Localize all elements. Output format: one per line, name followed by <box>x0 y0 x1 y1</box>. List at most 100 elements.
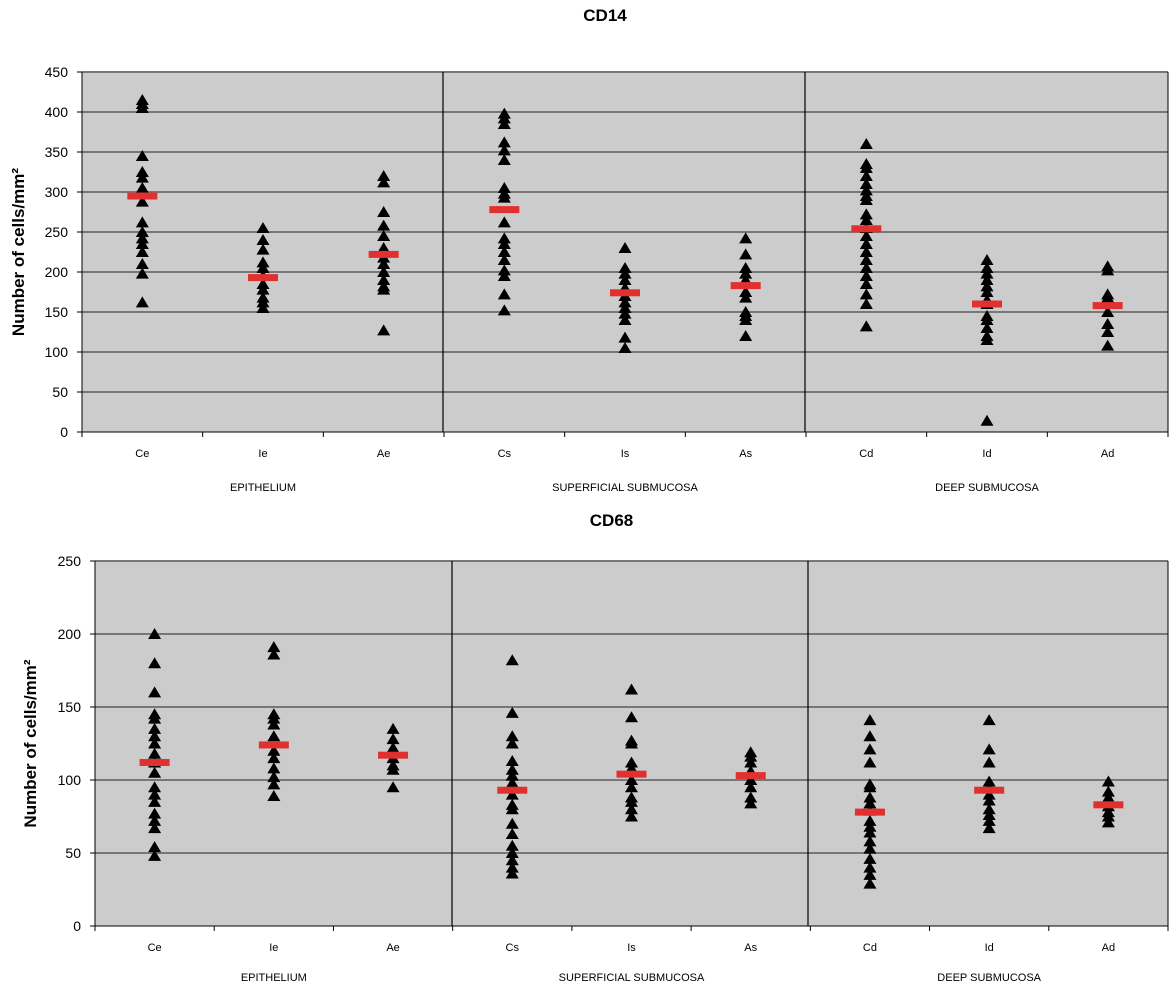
data-point <box>386 722 400 734</box>
data-point <box>148 849 162 861</box>
data-point <box>863 820 877 832</box>
data-point <box>497 154 511 165</box>
data-point <box>625 711 638 723</box>
data-point <box>863 781 877 793</box>
group-label: SUPERFICIAL SUBMUCOSA <box>559 972 705 984</box>
data-point <box>739 286 753 297</box>
data-point <box>625 810 638 822</box>
data-point <box>135 171 149 183</box>
data-point <box>135 195 149 207</box>
data-point <box>982 794 996 806</box>
data-point <box>859 238 873 249</box>
data-point <box>497 232 511 244</box>
data-point <box>497 182 511 193</box>
x-tick-label: Id <box>982 448 991 460</box>
data-point <box>256 256 270 268</box>
data-point <box>148 686 162 698</box>
data-point <box>135 296 149 308</box>
data-point <box>497 270 511 281</box>
data-point <box>625 781 638 793</box>
data-point <box>497 118 511 129</box>
data-point <box>135 267 149 279</box>
data-point <box>148 814 162 826</box>
data-point <box>982 822 996 834</box>
data-point <box>148 795 162 807</box>
series-ad <box>1093 775 1124 828</box>
data-point <box>982 775 996 787</box>
data-point <box>505 730 519 742</box>
data-point <box>377 242 391 253</box>
y-axis-label: Number of cells/mm² <box>21 659 40 827</box>
x-tick-label: Ae <box>377 448 390 460</box>
data-point <box>744 791 758 803</box>
data-point <box>497 238 511 249</box>
data-point <box>377 206 391 217</box>
data-point <box>980 280 994 292</box>
data-point <box>256 262 270 273</box>
mean-marker <box>730 282 761 290</box>
data-point <box>256 222 270 233</box>
series-cd <box>851 138 882 332</box>
data-point <box>267 771 281 783</box>
data-point <box>256 283 270 295</box>
data-point <box>148 722 162 734</box>
data-point <box>505 839 519 851</box>
group-label: SUPERFICIAL SUBMUCOSA <box>552 482 698 494</box>
data-point <box>497 144 511 156</box>
x-tick-label: Id <box>985 942 994 954</box>
data-point <box>863 835 877 847</box>
y-tick-label: 350 <box>45 144 69 160</box>
group-label: DEEP SUBMUCOSA <box>937 972 1041 984</box>
series-cs <box>497 654 528 879</box>
mean-marker <box>616 770 647 778</box>
data-point <box>859 246 873 257</box>
data-point <box>982 803 996 815</box>
mean-marker <box>489 206 520 214</box>
data-point <box>982 814 996 826</box>
data-point <box>980 322 994 333</box>
data-point <box>1101 318 1115 329</box>
data-point <box>267 730 281 742</box>
data-point <box>618 267 632 279</box>
data-point <box>148 841 162 853</box>
series-ae <box>378 722 409 793</box>
mean-marker <box>258 741 289 749</box>
data-point <box>1101 291 1115 303</box>
data-point <box>1101 264 1115 276</box>
mean-marker <box>497 786 528 794</box>
data-point <box>982 756 996 768</box>
data-point <box>505 847 519 858</box>
data-point <box>859 270 873 281</box>
data-point <box>377 258 391 269</box>
data-point <box>1101 339 1115 351</box>
data-point <box>148 807 162 819</box>
data-point <box>859 262 873 273</box>
mean-marker <box>1093 801 1124 809</box>
y-tick-label: 250 <box>45 224 69 240</box>
data-point <box>863 797 877 809</box>
data-point <box>739 262 753 273</box>
y-tick-label: 150 <box>45 304 69 320</box>
data-point <box>497 304 511 316</box>
data-point <box>135 246 149 257</box>
data-point <box>618 307 632 319</box>
data-point <box>377 230 391 241</box>
data-point <box>982 714 996 726</box>
data-point <box>505 706 519 718</box>
data-point <box>497 112 511 124</box>
data-point <box>377 283 391 295</box>
data-point <box>148 781 162 793</box>
x-tick-label: Ie <box>258 448 267 460</box>
data-point <box>267 648 281 660</box>
y-axis-label: Number of cells/mm² <box>9 168 28 336</box>
data-point <box>267 778 281 790</box>
x-tick-label: As <box>739 448 752 460</box>
mean-marker <box>1092 302 1123 310</box>
x-tick-label: Ae <box>386 942 399 954</box>
data-point <box>497 288 511 300</box>
data-point <box>859 138 873 149</box>
data-point <box>386 733 400 745</box>
data-point <box>505 737 519 749</box>
data-point <box>386 741 400 753</box>
x-tick-label: Ad <box>1102 942 1115 954</box>
